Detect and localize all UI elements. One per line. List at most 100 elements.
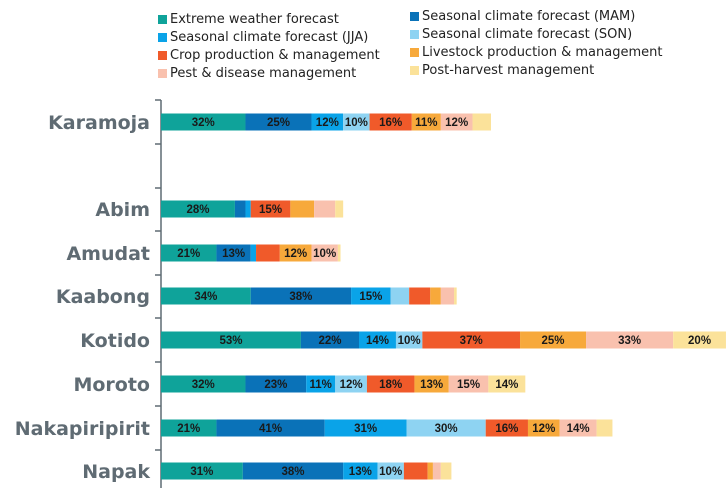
data-label-nakapiripirit-seasonal-climate-forecast-son: 30%: [435, 423, 458, 435]
legend-swatch: [410, 30, 419, 39]
data-label-moroto-seasonal-climate-forecast-son: 12%: [340, 379, 363, 391]
bar-segment-kotido-post-harvest-management: [673, 331, 726, 349]
bar-segment-kotido-seasonal-climate-forecast-son: [395, 331, 423, 349]
category-label-karamoja: Karamoja: [48, 112, 150, 134]
data-label-napak-extreme-weather-forecast: 31%: [190, 466, 213, 478]
data-label-moroto-post-harvest-management: 14%: [495, 379, 518, 391]
data-label-amudat-seasonal-climate-forecast-mam: 13%: [222, 248, 245, 260]
legend-label: Post-harvest management: [422, 63, 595, 78]
data-label-amudat-livestock-production-management: 12%: [284, 248, 307, 260]
category-label-napak: Napak: [82, 461, 150, 483]
legend-label: Seasonal climate forecast (JJA): [170, 30, 369, 45]
bar-segment-napak-seasonal-climate-forecast-son: [377, 462, 404, 480]
legend-item-seasonal-climate-forecast-jja: Seasonal climate forecast (JJA): [158, 30, 368, 45]
data-label-karamoja-seasonal-climate-forecast-son: 10%: [345, 117, 368, 129]
bar-segment-napak-extreme-weather-forecast: [161, 462, 243, 480]
legend-swatch: [158, 51, 167, 60]
legend-swatch: [410, 48, 419, 57]
data-label-kotido-extreme-weather-forecast: 53%: [219, 335, 242, 347]
bar-segment-kaabong-seasonal-climate-forecast-mam: [250, 287, 352, 305]
bar-segment-amudat-post-harvest-management: [337, 244, 341, 262]
bar-segment-napak-livestock-production-management: [427, 462, 433, 480]
category-label-abim: Abim: [95, 199, 150, 221]
data-label-moroto-crop-production-management: 18%: [379, 379, 402, 391]
data-label-abim-crop-production-management: 15%: [259, 204, 282, 216]
category-label-kaabong: Kaabong: [56, 286, 150, 308]
bar-segment-amudat-livestock-production-management: [279, 244, 312, 262]
y-axis-ticks: [155, 99, 161, 451]
bar-segment-napak-crop-production-management: [403, 462, 428, 480]
bar-segment-nakapiripirit-livestock-production-management: [527, 419, 560, 437]
data-label-kotido-post-harvest-management: 20%: [688, 335, 711, 347]
bar-segment-abim-seasonal-climate-forecast-jja: [245, 200, 251, 218]
legend-item-crop-production-management: Crop production & management: [158, 48, 380, 63]
data-label-nakapiripirit-seasonal-climate-forecast-mam: 41%: [259, 423, 282, 435]
bar-segment-kotido-pest-disease-management: [586, 331, 674, 349]
data-label-karamoja-extreme-weather-forecast: 32%: [192, 117, 215, 129]
category-label-nakapiripirit: Nakapiripirit: [15, 418, 150, 440]
bar-segment-karamoja-seasonal-climate-forecast-son: [343, 113, 370, 131]
bar-segment-karamoja-crop-production-management: [369, 113, 412, 131]
data-label-moroto-extreme-weather-forecast: 32%: [192, 379, 215, 391]
data-label-napak-seasonal-climate-forecast-jja: 13%: [349, 466, 372, 478]
data-label-kaabong-extreme-weather-forecast: 34%: [194, 291, 217, 303]
data-label-abim-extreme-weather-forecast: 28%: [186, 204, 209, 216]
data-label-nakapiripirit-pest-disease-management: 14%: [567, 423, 590, 435]
data-label-kotido-seasonal-climate-forecast-son: 10%: [398, 335, 421, 347]
bar-segment-moroto-seasonal-climate-forecast-mam: [245, 375, 307, 393]
bar-segment-karamoja-seasonal-climate-forecast-jja: [311, 113, 344, 131]
bar-segment-karamoja-pest-disease-management: [440, 113, 473, 131]
legend-swatch: [158, 15, 167, 24]
legend-item-extreme-weather-forecast: Extreme weather forecast: [158, 12, 339, 27]
bar-segment-kotido-seasonal-climate-forecast-jja: [359, 331, 396, 349]
bar-segment-kaabong-livestock-production-management: [430, 287, 441, 305]
legend-swatch: [410, 66, 419, 75]
legend-label: Seasonal climate forecast (MAM): [422, 9, 636, 24]
bar-segment-moroto-seasonal-climate-forecast-son: [335, 375, 367, 393]
bar-segment-napak-seasonal-climate-forecast-mam: [242, 462, 344, 480]
bar-segment-moroto-seasonal-climate-forecast-jja: [306, 375, 336, 393]
data-label-moroto-livestock-production-management: 13%: [420, 379, 443, 391]
data-label-kaabong-seasonal-climate-forecast-mam: 38%: [289, 291, 312, 303]
data-label-nakapiripirit-livestock-production-management: 12%: [532, 423, 555, 435]
bar-segment-karamoja-extreme-weather-forecast: [161, 113, 246, 131]
bar-segment-karamoja-livestock-production-management: [411, 113, 441, 131]
bar-segment-amudat-crop-production-management: [256, 244, 280, 262]
bar-segment-kaabong-extreme-weather-forecast: [161, 287, 251, 305]
bar-segment-nakapiripirit-post-harvest-management: [596, 419, 613, 437]
bar-segment-kotido-livestock-production-management: [520, 331, 587, 349]
data-label-amudat-pest-disease-management: 10%: [313, 248, 336, 260]
legend-item-pest-disease-management: Pest & disease management: [158, 66, 356, 81]
data-label-moroto-seasonal-climate-forecast-mam: 23%: [264, 379, 287, 391]
data-label-moroto-pest-disease-management: 15%: [457, 379, 480, 391]
data-label-karamoja-crop-production-management: 16%: [379, 117, 402, 129]
legend-item-post-harvest-management: Post-harvest management: [410, 63, 594, 78]
data-label-kotido-livestock-production-management: 25%: [542, 335, 565, 347]
data-label-napak-seasonal-climate-forecast-mam: 38%: [281, 466, 304, 478]
bar-segment-amudat-seasonal-climate-forecast-mam: [216, 244, 251, 262]
legend-label: Crop production & management: [170, 48, 380, 63]
bar-segment-amudat-seasonal-climate-forecast-jja: [250, 244, 257, 262]
data-label-karamoja-pest-disease-management: 12%: [445, 117, 468, 129]
bar-segment-moroto-crop-production-management: [366, 375, 415, 393]
category-label-moroto: Moroto: [73, 374, 150, 396]
bar-segment-amudat-pest-disease-management: [311, 244, 338, 262]
data-label-nakapiripirit-extreme-weather-forecast: 21%: [177, 423, 200, 435]
data-label-kaabong-seasonal-climate-forecast-jja: 15%: [359, 291, 382, 303]
bar-segment-kaabong-post-harvest-management: [454, 287, 457, 305]
bar-segment-nakapiripirit-seasonal-climate-forecast-jja: [324, 419, 407, 437]
data-label-kotido-seasonal-climate-forecast-jja: 14%: [366, 335, 389, 347]
category-label-amudat: Amudat: [66, 243, 150, 265]
legend-swatch: [158, 33, 167, 42]
bar-segment-nakapiripirit-crop-production-management: [485, 419, 528, 437]
data-label-kotido-pest-disease-management: 33%: [618, 335, 641, 347]
bar-segment-abim-livestock-production-management: [290, 200, 315, 218]
data-label-moroto-seasonal-climate-forecast-jja: 11%: [310, 379, 332, 391]
data-label-kotido-seasonal-climate-forecast-mam: 22%: [318, 335, 341, 347]
data-label-nakapiripirit-seasonal-climate-forecast-jja: 31%: [354, 423, 377, 435]
bar-segment-moroto-post-harvest-management: [488, 375, 526, 393]
category-label-kotido: Kotido: [80, 330, 150, 352]
bar-segment-kaabong-seasonal-climate-forecast-son: [390, 287, 410, 305]
data-label-amudat-extreme-weather-forecast: 21%: [177, 248, 200, 260]
